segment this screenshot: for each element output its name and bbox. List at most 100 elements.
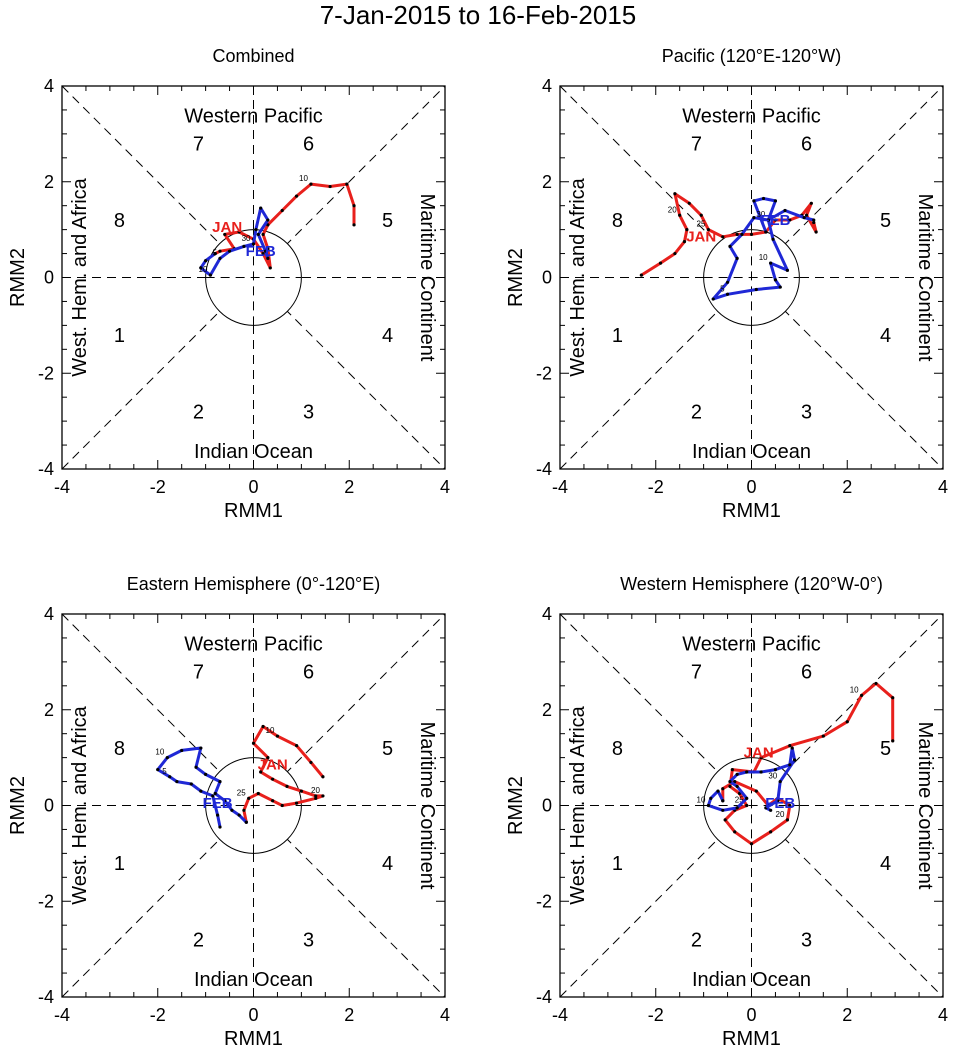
day-marker (735, 232, 739, 237)
y-axis-label: RMM2 (505, 776, 527, 835)
day-marker (682, 239, 687, 244)
day-marker (215, 813, 220, 817)
day-marker (769, 830, 773, 834)
day-marker (271, 799, 275, 803)
day-marker (721, 808, 725, 812)
day-marker (223, 799, 227, 803)
phase-number-2: 2 (193, 930, 204, 952)
phase-number-6: 6 (303, 661, 314, 683)
day-marker (812, 220, 816, 225)
day-marker (227, 249, 232, 253)
day-marker (678, 213, 682, 217)
day-label: 20 (668, 205, 677, 214)
region-label-top: Western Pacific (184, 634, 323, 656)
x-tick-label: 2 (344, 477, 354, 497)
day-marker (785, 818, 790, 822)
x-tick-label: 2 (842, 1005, 852, 1025)
trajectory-jan (213, 182, 356, 270)
day-marker (804, 213, 809, 217)
day-label: 10 (697, 796, 706, 805)
day-marker (874, 681, 878, 686)
region-label-bottom: Indian Ocean (194, 969, 313, 991)
region-label-top: Western Pacific (682, 106, 821, 128)
phase-number-7: 7 (691, 661, 702, 683)
day-marker (223, 232, 227, 237)
day-marker (194, 765, 198, 769)
day-marker (788, 803, 792, 808)
day-marker (776, 799, 780, 803)
day-marker (716, 789, 720, 793)
day-marker (218, 249, 222, 253)
panel-title: Combined (212, 46, 294, 66)
x-tick-label: 2 (344, 1005, 354, 1025)
day-marker (769, 808, 773, 812)
day-marker (314, 794, 318, 798)
x-tick-label: -4 (54, 477, 70, 497)
day-marker (321, 775, 325, 779)
day-label: 20 (776, 810, 785, 819)
day-marker (764, 230, 768, 234)
day-marker (725, 292, 730, 296)
y-tick-label: -2 (536, 363, 552, 383)
day-marker (735, 772, 739, 776)
region-label-left: West. Hem. and Africa (567, 705, 589, 904)
x-tick-label: 4 (938, 1005, 948, 1025)
x-tick-label: -4 (552, 1005, 568, 1025)
x-axis-label: RMM1 (722, 1028, 781, 1050)
trajectory-feb (199, 206, 270, 277)
day-marker (213, 251, 217, 256)
x-tick-label: -2 (648, 477, 664, 497)
day-marker (752, 216, 756, 220)
day-marker (266, 218, 270, 222)
phase-number-6: 6 (303, 133, 314, 155)
trajectory-feb (706, 746, 797, 812)
day-marker (723, 818, 727, 822)
day-marker (256, 791, 260, 796)
day-marker (259, 770, 263, 774)
x-tick-label: 0 (746, 1005, 756, 1025)
day-marker (261, 251, 265, 256)
day-label: 30 (768, 772, 777, 781)
day-marker (673, 251, 677, 256)
region-label-right: Maritime Continent (914, 722, 936, 890)
x-tick-label: -2 (648, 1005, 664, 1025)
day-marker (735, 806, 739, 810)
day-marker (352, 223, 356, 227)
day-marker (230, 808, 234, 812)
day-marker (788, 744, 792, 748)
phase-number-5: 5 (880, 210, 891, 232)
day-marker (766, 218, 770, 222)
day-marker (891, 696, 895, 700)
y-tick-label: -4 (536, 987, 552, 1007)
phase-number-7: 7 (193, 133, 204, 155)
day-marker (687, 201, 691, 205)
phase-number-5: 5 (880, 738, 891, 760)
region-label-left: West. Hem. and Africa (69, 705, 91, 904)
day-marker (728, 784, 732, 788)
day-marker (266, 247, 270, 251)
region-label-right: Maritime Continent (416, 722, 438, 890)
day-marker (275, 734, 280, 738)
day-marker (821, 734, 825, 738)
y-tick-label: -4 (536, 459, 552, 479)
x-tick-label: 4 (440, 1005, 450, 1025)
day-marker (658, 261, 663, 265)
y-tick-label: 0 (542, 268, 552, 288)
phase-number-2: 2 (691, 402, 702, 424)
day-marker (764, 806, 768, 810)
day-marker (271, 777, 275, 781)
day-marker (699, 213, 703, 217)
phase-number-6: 6 (801, 661, 812, 683)
day-label: 10 (850, 685, 859, 694)
day-marker (218, 825, 222, 829)
day-marker (345, 182, 349, 186)
day-marker (199, 746, 203, 750)
day-marker (735, 784, 739, 788)
day-marker (721, 235, 725, 239)
phase-number-5: 5 (382, 738, 393, 760)
day-marker (261, 232, 265, 237)
day-marker (309, 182, 313, 186)
phase-number-8: 8 (114, 738, 125, 760)
x-tick-label: 0 (746, 477, 756, 497)
day-marker (165, 756, 169, 760)
